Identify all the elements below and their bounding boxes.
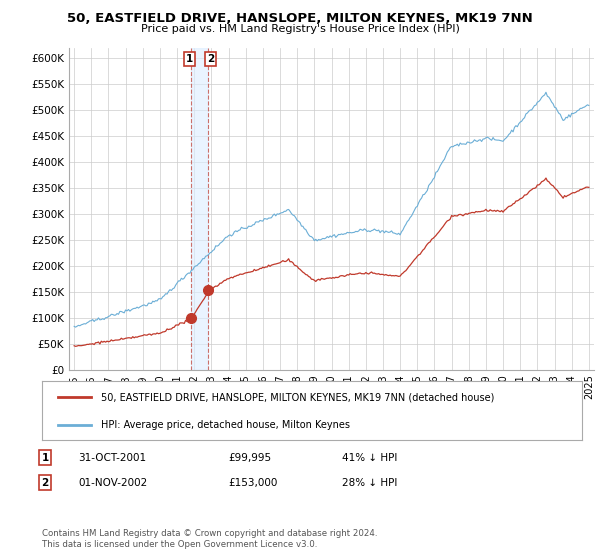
- Text: 1: 1: [185, 54, 193, 64]
- Text: 2: 2: [41, 478, 49, 488]
- Text: 50, EASTFIELD DRIVE, HANSLOPE, MILTON KEYNES, MK19 7NN: 50, EASTFIELD DRIVE, HANSLOPE, MILTON KE…: [67, 12, 533, 25]
- Text: £153,000: £153,000: [228, 478, 277, 488]
- Text: 31-OCT-2001: 31-OCT-2001: [78, 452, 146, 463]
- Text: 28% ↓ HPI: 28% ↓ HPI: [342, 478, 397, 488]
- Text: Price paid vs. HM Land Registry's House Price Index (HPI): Price paid vs. HM Land Registry's House …: [140, 24, 460, 34]
- Bar: [191, 48, 208, 370]
- Text: £99,995: £99,995: [228, 452, 271, 463]
- Text: 1: 1: [41, 452, 49, 463]
- Text: 50, EASTFIELD DRIVE, HANSLOPE, MILTON KEYNES, MK19 7NN (detached house): 50, EASTFIELD DRIVE, HANSLOPE, MILTON KE…: [101, 392, 495, 402]
- Text: 2: 2: [207, 54, 214, 64]
- Text: Contains HM Land Registry data © Crown copyright and database right 2024.
This d: Contains HM Land Registry data © Crown c…: [42, 529, 377, 549]
- Text: HPI: Average price, detached house, Milton Keynes: HPI: Average price, detached house, Milt…: [101, 420, 350, 430]
- Text: 01-NOV-2002: 01-NOV-2002: [78, 478, 147, 488]
- Text: 41% ↓ HPI: 41% ↓ HPI: [342, 452, 397, 463]
